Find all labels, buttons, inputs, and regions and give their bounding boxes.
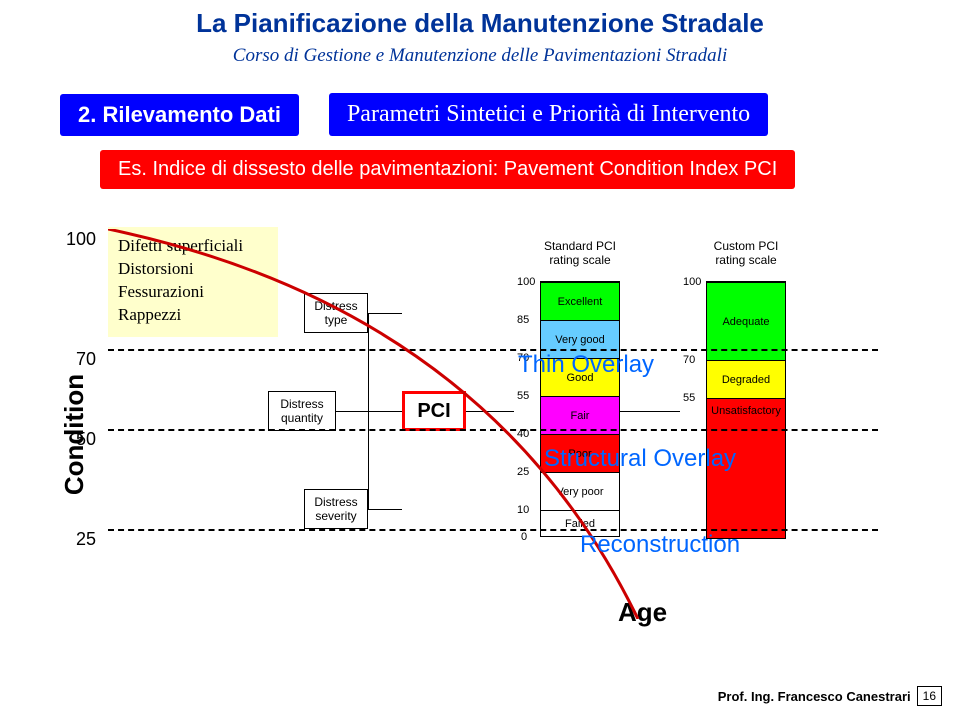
chart-canvas: Difetti superficiali Distorsioni Fessura… [108,229,878,619]
tick: 85 [517,314,529,326]
y-tick: 70 [56,349,96,370]
pci-box: PCI [402,391,466,431]
tick: 100 [517,276,535,288]
custom-scale-bar: 100Adequate 70Degraded 55Unsatisfactory [706,281,786,539]
chart-area: Condition 100 70 50 25 Difetti superfici… [0,199,960,659]
dashed-line [108,349,878,351]
seg-label: Very good [555,334,605,346]
seg-label: Excellent [558,296,603,308]
seg-label: Adequate [722,316,769,328]
y-tick: 100 [56,229,96,250]
y-tick: 25 [56,529,96,550]
note-item: Distorsioni [118,258,278,281]
std-scale: Standard PCI rating scale 100Excellent 8… [540,281,620,537]
connector [336,411,402,412]
example-box: Es. Indice di dissesto delle pavimentazi… [100,150,795,189]
pci-diagram: Distress type Distress quantity Distress… [278,221,888,621]
seg-label: Fair [571,410,590,422]
footer: Prof. Ing. Francesco Canestrari 16 [718,686,942,706]
distress-type-box: Distress type [304,293,368,333]
connector [466,411,514,412]
overlay-reconstruction: Reconstruction [580,531,740,559]
tick: 100 [683,276,701,288]
dashed-line [108,429,878,431]
note-item: Rappezzi [118,304,278,327]
std-scale-title: Standard PCI rating scale [530,239,630,267]
x-axis-label: Age [618,597,667,628]
seg-label: Degraded [722,374,770,386]
overlay-structural: Structural Overlay [544,445,736,473]
section-row: 2. Rilevamento Dati Parametri Sintetici … [60,93,960,136]
seg-label: Failed [565,518,595,530]
seg-label: Very poor [556,486,603,498]
custom-scale: Custom PCI rating scale 100Adequate 70De… [706,281,786,539]
tick: 55 [517,390,529,402]
tick: 10 [517,504,529,516]
distress-severity-box: Distress severity [304,489,368,529]
main-title: La Pianificazione della Manutenzione Str… [0,8,960,39]
connector [368,313,402,314]
tick: 0 [521,531,527,543]
section-number-box: 2. Rilevamento Dati [60,94,299,136]
custom-scale-title: Custom PCI rating scale [696,239,796,267]
std-scale-bar: 100Excellent 85Very good 70Good 55Fair 4… [540,281,620,537]
section-title-box: Parametri Sintetici e Priorità di Interv… [329,93,768,136]
header: La Pianificazione della Manutenzione Str… [0,0,960,67]
overlay-thin: Thin Overlay [518,351,654,379]
author-label: Prof. Ing. Francesco Canestrari [718,689,911,704]
tick: 70 [683,354,695,366]
connector [368,509,402,510]
dashed-line [108,529,878,531]
tick: 55 [683,392,695,404]
subtitle: Corso di Gestione e Manutenzione delle P… [0,45,960,67]
tick: 25 [517,466,529,478]
seg-label: Unsatisfactory [711,405,781,417]
defects-note: Difetti superficiali Distorsioni Fessura… [108,227,288,337]
connector [620,411,680,412]
note-item: Fessurazioni [118,281,278,304]
y-tick: 50 [56,429,96,450]
page-number: 16 [917,686,942,706]
distress-quantity-box: Distress quantity [268,391,336,431]
note-item: Difetti superficiali [118,235,278,258]
